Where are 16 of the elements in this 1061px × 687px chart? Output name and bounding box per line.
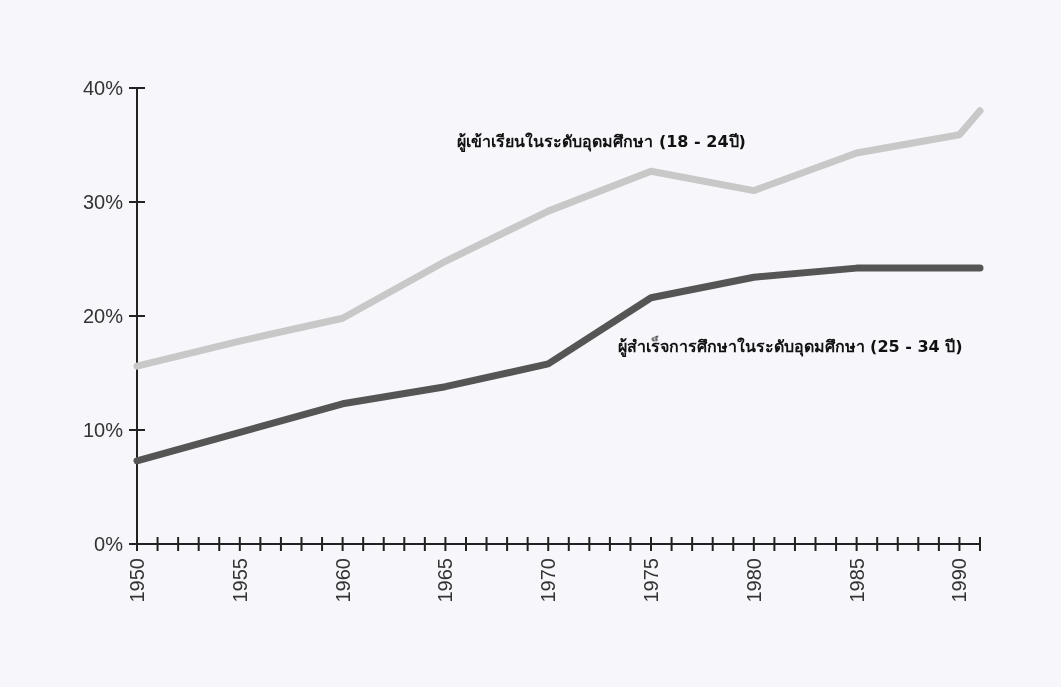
x-tick-label: 1960 bbox=[331, 558, 354, 603]
y-tick-label: 40% bbox=[82, 77, 124, 99]
x-tick-label: 1955 bbox=[228, 558, 251, 603]
series-label: ผู้สำเร็จการศึกษาในระดับอุดมศึกษา (25 - 34 ปี) bbox=[617, 335, 963, 359]
y-tick-label: 0% bbox=[94, 533, 124, 555]
x-tick-label: 1990 bbox=[948, 558, 971, 603]
x-tick-label: 1980 bbox=[742, 558, 765, 603]
x-tick-label: 1970 bbox=[537, 558, 560, 603]
y-tick-label: 10% bbox=[82, 419, 124, 441]
y-tick-label: 20% bbox=[82, 305, 124, 327]
x-tick-label: 1965 bbox=[434, 558, 457, 603]
x-tick-label: 1950 bbox=[126, 558, 148, 603]
x-tick-label: 1985 bbox=[845, 558, 868, 603]
y-tick-label: 30% bbox=[82, 191, 124, 213]
x-tick-label: 1975 bbox=[640, 558, 663, 603]
text: ผู้เข้าเรียนในระดับอุดมศึกษา (18 - 24ปี) bbox=[457, 132, 746, 154]
